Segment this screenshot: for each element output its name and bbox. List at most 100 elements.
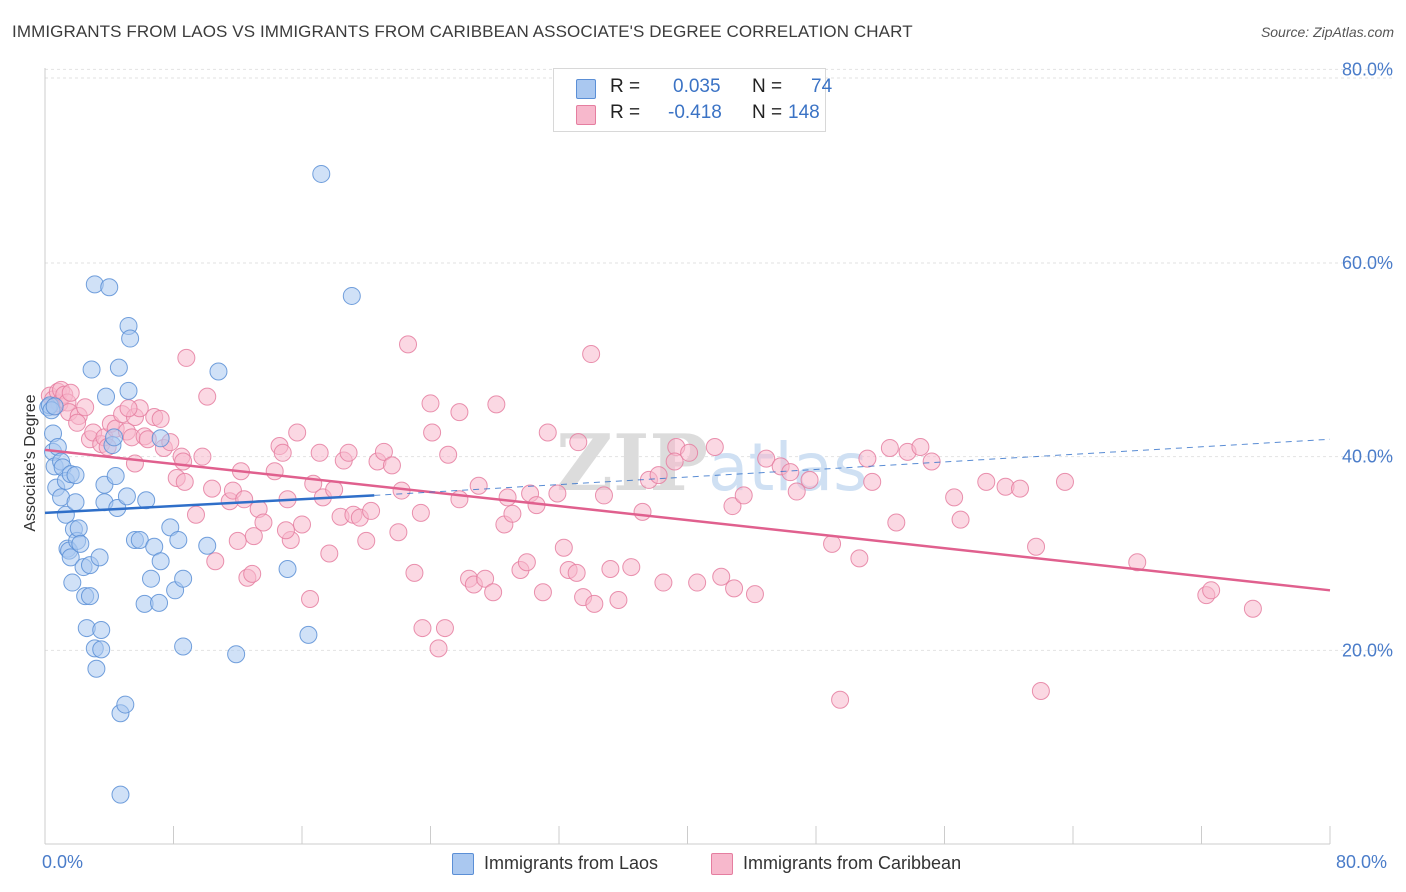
caribbean-point (945, 488, 964, 507)
caribbean-point (339, 443, 358, 462)
caribbean-point (850, 549, 869, 568)
laos-swatch (576, 79, 596, 99)
laos-point (150, 593, 169, 612)
caribbean-point (203, 479, 222, 498)
data-points (39, 164, 1262, 804)
laos-point (312, 164, 331, 183)
caribbean-point (538, 423, 557, 442)
source-label: Source: ZipAtlas.com (1260, 24, 1394, 40)
trend-lines (44, 438, 1331, 592)
caribbean-point (429, 639, 448, 658)
laos-point (66, 466, 85, 485)
caribbean-point (977, 472, 996, 491)
caribbean-point (399, 335, 418, 354)
legend-label-caribbean: Immigrants from Caribbean (743, 853, 962, 873)
caribbean-point (76, 398, 95, 417)
laos-point (130, 530, 149, 549)
y-tick-labels: 20.0% 40.0% 60.0% 80.0% (1342, 59, 1393, 660)
caribbean-point (633, 502, 652, 521)
caribbean-point (235, 490, 254, 509)
caribbean-point (61, 383, 80, 402)
caribbean-point (498, 488, 517, 507)
caribbean-point (705, 438, 724, 456)
r-value: -0.418 (668, 102, 722, 123)
laos-point (119, 381, 138, 400)
r-label: R = (610, 102, 641, 123)
laos-point (151, 429, 170, 448)
caribbean-point (548, 484, 567, 503)
laos-point (63, 573, 82, 592)
caribbean-trend-line (44, 448, 1331, 592)
laos-point (45, 397, 64, 416)
caribbean-point (503, 504, 522, 523)
caribbean-point (725, 579, 744, 598)
grid-lines (45, 68, 1394, 651)
y-axis-label: Associate's Degree (22, 394, 39, 531)
laos-point (109, 358, 128, 377)
caribbean-point (244, 527, 263, 546)
caribbean-point (435, 619, 454, 638)
n-value: 74 (811, 76, 833, 97)
chart-title: IMMIGRANTS FROM LAOS VS IMMIGRANTS FROM … (12, 22, 913, 41)
caribbean-point (374, 442, 393, 461)
caribbean-swatch (711, 853, 733, 875)
laos-trend-extension (374, 438, 1331, 496)
y-tick-label: 40.0% (1342, 447, 1393, 467)
laos-point (61, 548, 80, 567)
caribbean-point (781, 463, 800, 482)
caribbean-point (922, 452, 941, 471)
laos-point (90, 548, 109, 567)
caribbean-point (1031, 682, 1050, 701)
laos-point (198, 536, 217, 555)
laos-point (299, 625, 318, 644)
caribbean-point (649, 466, 668, 485)
caribbean-point (723, 497, 742, 516)
caribbean-point (688, 573, 707, 592)
laos-point (71, 534, 90, 553)
caribbean-point (1128, 553, 1147, 572)
caribbean-point (177, 348, 196, 367)
caribbean-point (1243, 599, 1262, 618)
caribbean-point (487, 395, 506, 414)
caribbean-point (745, 585, 764, 604)
laos-point (111, 785, 130, 804)
caribbean-point (609, 590, 628, 609)
y-tick-label: 60.0% (1342, 253, 1393, 273)
caribbean-point (320, 544, 339, 563)
x-tick-label-min: 0.0% (42, 852, 84, 872)
caribbean-point (554, 538, 573, 557)
caribbean-point (288, 423, 307, 442)
laos-point (117, 487, 136, 506)
laos-point (92, 621, 111, 640)
caribbean-point (382, 456, 401, 475)
caribbean-point (680, 443, 699, 462)
caribbean-point (325, 480, 344, 499)
laos-trend-line (44, 494, 375, 515)
caribbean-point (125, 454, 144, 473)
laos-swatch (452, 853, 474, 875)
axes (44, 68, 1331, 845)
laos-point (66, 493, 85, 512)
caribbean-point (787, 482, 806, 501)
legend-label-laos: Immigrants from Laos (484, 853, 659, 873)
caribbean-swatch (576, 105, 596, 125)
laos-point (87, 659, 106, 678)
r-value: 0.035 (673, 76, 721, 97)
caribbean-point (1055, 472, 1074, 491)
caribbean-point (411, 503, 430, 522)
caribbean-point (622, 558, 641, 577)
caribbean-point (569, 433, 588, 452)
caribbean-point (310, 443, 329, 462)
caribbean-point (119, 399, 138, 418)
caribbean-point (654, 573, 673, 592)
caribbean-point (265, 462, 284, 481)
r-label: R = (610, 76, 641, 97)
laos-point (161, 518, 180, 537)
caribbean-point (887, 513, 906, 532)
caribbean-point (186, 505, 205, 524)
caribbean-point (585, 594, 604, 613)
laos-point (106, 467, 125, 486)
caribbean-point (863, 472, 882, 491)
laos-point (278, 560, 297, 579)
caribbean-point (476, 569, 495, 588)
